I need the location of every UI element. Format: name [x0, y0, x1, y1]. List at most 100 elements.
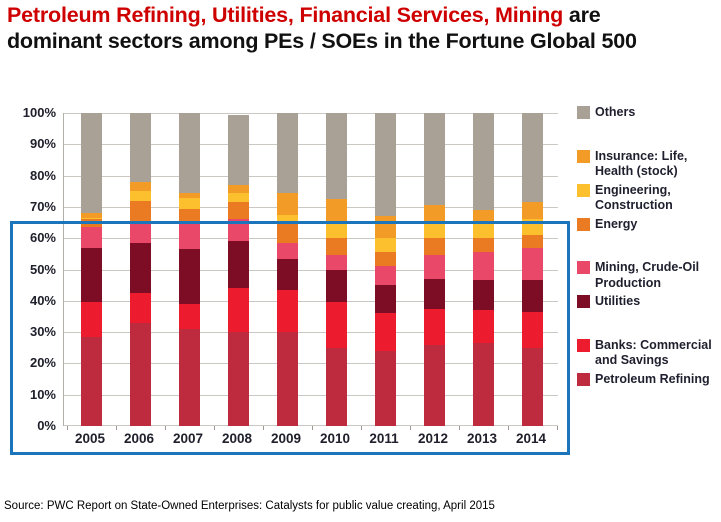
bar-segment	[374, 252, 396, 267]
source-note: Source: PWC Report on State-Owned Enterp…	[4, 500, 495, 512]
y-tick-label-40: 40%	[29, 292, 56, 308]
bar-segment	[276, 289, 298, 333]
bar-segment	[374, 285, 396, 314]
legend-swatch-icon	[577, 295, 590, 308]
x-axis-tick	[458, 426, 460, 430]
x-axis-tick	[507, 426, 509, 430]
bar-segment	[374, 113, 396, 217]
bar-segment	[423, 308, 445, 345]
bar-segment	[472, 238, 494, 253]
bar-segment	[227, 114, 249, 186]
legend-label: Mining, Crude-Oil Production	[595, 260, 700, 290]
bar-segment	[423, 221, 445, 239]
y-tick-label-70: 70%	[29, 198, 56, 214]
gridline-90	[64, 144, 558, 146]
legend-label: Energy	[595, 216, 638, 231]
x-tick-label-2012: 2012	[417, 431, 449, 446]
legend-item: Energy	[577, 217, 715, 233]
x-tick-label-2008: 2008	[221, 431, 253, 446]
x-tick-label-2005: 2005	[74, 431, 106, 446]
bar-segment	[423, 113, 445, 206]
plot-area	[63, 113, 558, 430]
stacked-bar-2008	[227, 113, 249, 426]
bar-segment	[374, 238, 396, 253]
bar-segment	[80, 336, 102, 426]
legend-swatch-icon	[577, 217, 590, 231]
bar-segment	[325, 302, 347, 348]
bar-segment	[472, 224, 494, 239]
bar-segment	[472, 343, 494, 426]
x-tick-label-2009: 2009	[270, 431, 302, 446]
stacked-bar-2012	[423, 113, 445, 426]
bar-segment	[227, 288, 249, 333]
gridline-20	[64, 363, 558, 365]
bar-segment	[521, 202, 543, 220]
gridline-100	[64, 113, 558, 114]
stacked-bar-2007	[178, 113, 200, 426]
bar-segment	[521, 280, 543, 312]
legend-item: Others	[577, 105, 715, 121]
y-tick-label-50: 50%	[29, 261, 56, 277]
legend-swatch-icon	[577, 149, 590, 163]
y-tick-label-20: 20%	[29, 355, 56, 371]
bar-segment	[178, 192, 200, 198]
bar-segment	[521, 247, 543, 281]
y-tick-label-30: 30%	[29, 324, 56, 340]
bar-segment	[325, 113, 347, 200]
chart-title: Petroleum Refining, Utilities, Financial…	[7, 2, 637, 54]
bar-segment	[276, 214, 298, 223]
bar-segment	[521, 347, 543, 426]
x-axis-tick	[311, 426, 313, 430]
legend-label: Insurance: Life, Health (stock)	[595, 148, 688, 179]
bar-segment	[178, 328, 200, 426]
bar-segment	[80, 217, 102, 220]
x-axis-tick	[213, 426, 215, 430]
bar-segment	[276, 222, 298, 243]
legend: Others Insurance: Life, Health (stock) Eng…	[577, 105, 715, 387]
x-axis-tick	[360, 426, 362, 430]
y-tick-label-0: 0%	[37, 418, 56, 433]
y-tick-label-100: 100%	[22, 105, 56, 120]
bar-segment	[129, 292, 151, 323]
bar-segment	[129, 200, 151, 221]
bar-segment	[423, 205, 445, 222]
bar-segment	[227, 202, 249, 220]
x-tick-label-2011: 2011	[369, 431, 399, 446]
bar-segment	[80, 113, 102, 214]
bar-segment	[276, 113, 298, 193]
bar-segment	[129, 181, 151, 192]
title-line-1: Petroleum Refining, Utilities, Financial…	[7, 2, 637, 28]
bar-segment	[80, 302, 102, 337]
gridline-60	[64, 238, 558, 240]
bar-segment	[129, 191, 151, 201]
bar-segment	[227, 192, 249, 203]
title-line-2: dominant sectors among PEs / SOEs in the…	[7, 29, 637, 53]
bar-segment	[423, 344, 445, 426]
legend-swatch-icon	[577, 261, 590, 274]
bar-segment	[325, 199, 347, 222]
bar-segment	[129, 113, 151, 182]
bar-segment	[276, 258, 298, 290]
bar-segment	[472, 252, 494, 281]
bar-segment	[521, 311, 543, 348]
bar-segment	[325, 269, 347, 303]
legend-swatch-icon	[577, 372, 590, 386]
x-axis-tick	[115, 426, 117, 430]
bar-segment	[227, 332, 249, 426]
bar-segment	[472, 280, 494, 311]
gridline-70	[64, 206, 558, 208]
y-tick-label-10: 10%	[29, 386, 56, 402]
y-tick-label-90: 90%	[29, 136, 56, 152]
legend-item: Petroleum Refining	[577, 372, 715, 388]
bar-segment	[227, 185, 249, 193]
bar-segment	[129, 242, 151, 293]
bar-segment	[178, 249, 200, 304]
x-axis-tick	[164, 426, 166, 430]
title-black-suffix: are	[563, 3, 601, 27]
bar-segment	[325, 238, 347, 256]
bar-segment	[80, 227, 102, 248]
bar-segment	[276, 242, 298, 259]
legend-item: Engineering, Construction	[577, 183, 715, 214]
bar-segment	[423, 238, 445, 256]
legend-label: Engineering, Construction	[595, 182, 673, 213]
